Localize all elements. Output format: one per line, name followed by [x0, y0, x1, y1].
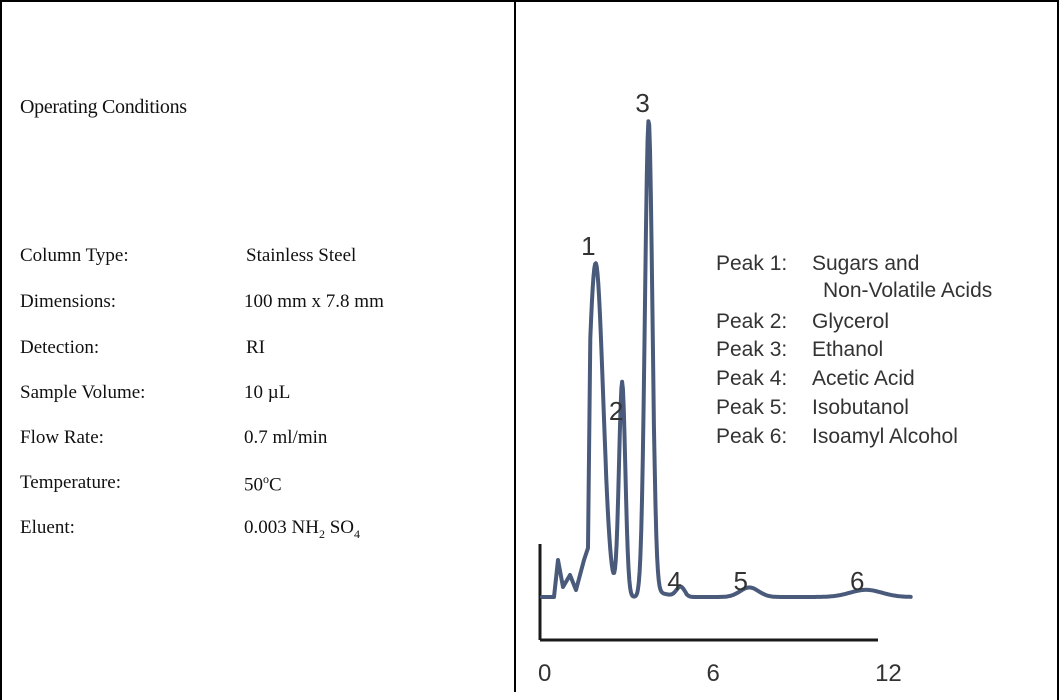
legend-value: Glycerol [812, 310, 889, 333]
condition-label: Detection: [20, 337, 100, 358]
legend-key: Peak 2: [716, 310, 787, 333]
condition-label: Flow Rate: [20, 427, 104, 448]
condition-row: Eluent: 0.003 NH2 SO4 [20, 517, 360, 541]
legend-value: Isobutanol [812, 396, 909, 419]
legend-value: Sugars and [812, 252, 919, 275]
legend-value: Acetic Acid [812, 367, 915, 390]
condition-row: Flow Rate: 0.7 ml/min [20, 427, 327, 449]
peak-label: 2 [609, 396, 623, 426]
condition-row: Sample Volume: 10 µL [20, 382, 290, 404]
legend-key: Peak 4: [716, 367, 787, 390]
legend-value: Non-Volatile Acids [823, 279, 992, 302]
column-divider [514, 0, 516, 692]
peak-label: 1 [581, 231, 595, 261]
condition-value: RI [246, 337, 265, 358]
legend-key: Peak 1: [716, 252, 787, 275]
condition-label: Column Type: [20, 245, 129, 266]
peak-label: 5 [733, 566, 747, 596]
condition-value: 50oC [244, 472, 282, 496]
chromatogram-trace [540, 119, 913, 599]
legend-value: Isoamyl Alcohol [812, 425, 958, 448]
condition-label: Eluent: [20, 517, 75, 538]
peak-label: 6 [850, 566, 864, 596]
condition-value: 0.7 ml/min [244, 427, 328, 448]
x-tick-label: 6 [707, 660, 720, 687]
peak-label: 3 [635, 88, 649, 118]
legend-key: Peak 3: [716, 338, 787, 361]
condition-value: 100 mm x 7.8 mm [244, 291, 384, 312]
condition-row: Column Type: Stainless Steel [20, 245, 356, 267]
operating-conditions-title: Operating Conditions [20, 96, 187, 118]
condition-label: Temperature: [20, 472, 122, 493]
condition-row: Temperature: 50oC [20, 472, 282, 495]
legend-value: Ethanol [812, 338, 883, 361]
condition-row: Detection: RI [20, 337, 265, 359]
condition-value: Stainless Steel [246, 245, 357, 266]
condition-row: Dimensions: 100 mm x 7.8 mm [20, 291, 384, 313]
condition-label: Sample Volume: [20, 382, 146, 403]
peak-label: 4 [667, 566, 681, 596]
condition-label: Dimensions: [20, 291, 117, 312]
condition-value: 0.003 NH2 SO4 [244, 517, 360, 541]
legend-key: Peak 5: [716, 396, 787, 419]
condition-value: 10 µL [244, 382, 291, 403]
x-tick-label: 0 [538, 660, 551, 687]
legend-key: Peak 6: [716, 425, 787, 448]
x-tick-label: 12 [875, 660, 902, 687]
